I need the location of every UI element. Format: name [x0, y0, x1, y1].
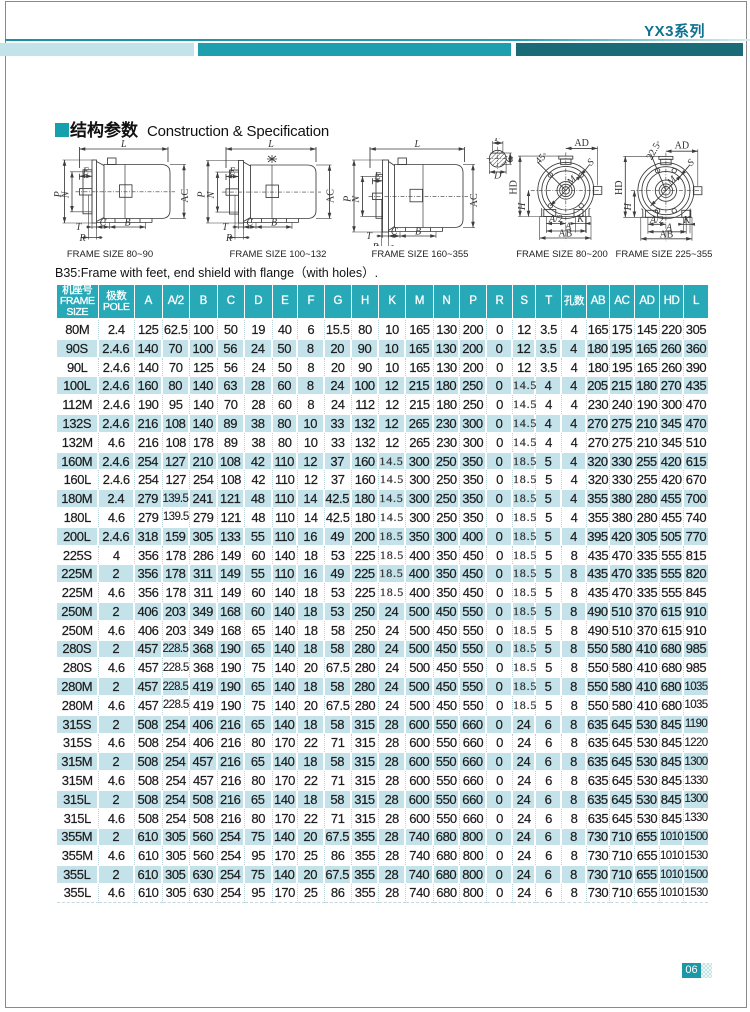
svg-text:A/2: A/2 — [548, 214, 563, 225]
svg-text:C: C — [100, 218, 107, 229]
svg-text:G: G — [505, 155, 516, 162]
svg-text:N: N — [206, 190, 217, 199]
svg-text:N: N — [351, 195, 362, 204]
svg-text:L: L — [267, 139, 274, 150]
svg-text:T: T — [366, 231, 373, 242]
svg-text:S: S — [685, 157, 696, 168]
svg-text:AC: AC — [326, 189, 337, 203]
svg-text:R: R — [225, 233, 232, 244]
svg-text:P: P — [197, 191, 208, 198]
svg-text:A: A — [665, 222, 673, 233]
svg-text:R: R — [78, 233, 85, 244]
svg-text:AC: AC — [180, 189, 191, 203]
svg-text:C: C — [246, 218, 253, 229]
svg-text:B: B — [271, 218, 277, 229]
svg-text:A/2: A/2 — [649, 215, 664, 226]
svg-text:22.5°: 22.5° — [645, 139, 665, 162]
svg-text:F: F — [494, 138, 502, 144]
svg-text:H: H — [517, 202, 528, 211]
svg-text:AB: AB — [659, 229, 673, 240]
svg-text:T: T — [222, 222, 229, 233]
svg-text:AD: AD — [574, 138, 588, 149]
svg-text:B: B — [415, 227, 421, 238]
svg-text:P: P — [53, 191, 64, 198]
svg-text:M: M — [564, 173, 579, 188]
svg-text:AB: AB — [558, 229, 572, 240]
svg-text:K: K — [576, 214, 585, 225]
svg-text:C: C — [391, 227, 398, 238]
svg-text:A: A — [564, 222, 572, 233]
svg-text:P: P — [343, 196, 354, 203]
svg-text:L: L — [120, 139, 127, 150]
svg-text:45°: 45° — [533, 150, 550, 167]
svg-text:R: R — [371, 242, 378, 246]
svg-text:T: T — [76, 222, 83, 233]
svg-text:AD: AD — [675, 141, 689, 152]
svg-text:AC: AC — [469, 193, 480, 207]
svg-text:H: H — [623, 202, 634, 211]
svg-text:L: L — [413, 139, 420, 150]
svg-text:K: K — [682, 215, 691, 226]
svg-text:D: D — [493, 171, 502, 182]
svg-text:HD: HD — [509, 180, 520, 194]
svg-text:S: S — [585, 157, 596, 168]
svg-text:HD: HD — [614, 180, 625, 194]
svg-text:B: B — [124, 218, 130, 229]
